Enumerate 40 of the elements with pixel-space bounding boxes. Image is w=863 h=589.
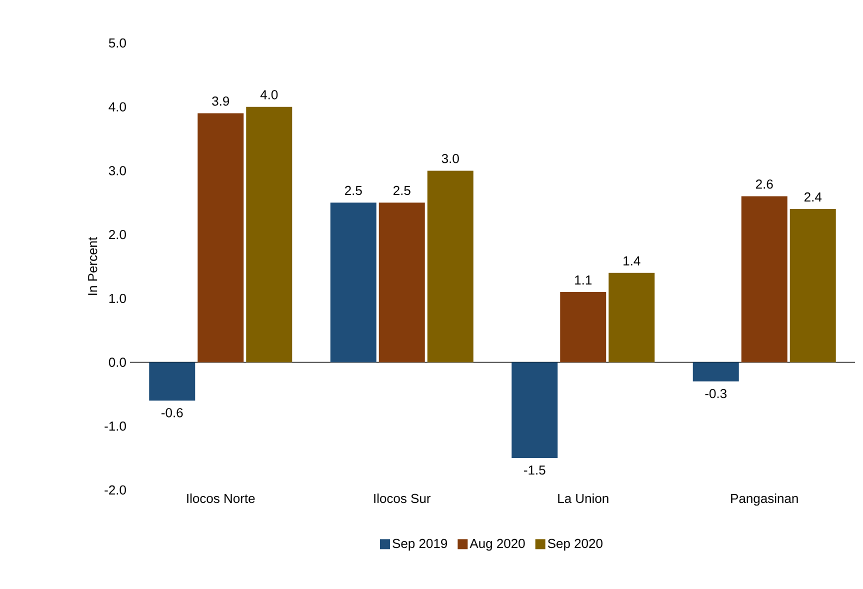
y-tick-label: 4.0 [108, 102, 126, 112]
data-label: -0.6 [162, 408, 183, 418]
data-label: -1.5 [524, 466, 546, 475]
bar [692, 362, 739, 382]
y-tick-label: -2.0 [104, 485, 126, 495]
data-label: 4.0 [260, 90, 278, 100]
bar [608, 272, 655, 362]
bar [427, 170, 474, 362]
data-label: 3.9 [212, 96, 230, 106]
bar [560, 292, 606, 362]
y-tick-label: 1.0 [109, 294, 126, 304]
bar [198, 113, 244, 362]
data-label: 2.4 [804, 192, 822, 202]
bar [246, 106, 292, 362]
y-tick-label: 3.0 [108, 166, 126, 176]
bar [149, 362, 196, 401]
legend-label: Sep 2020 [548, 538, 602, 551]
data-label: -0.3 [705, 388, 727, 398]
data-label: 3.0 [442, 154, 459, 164]
bar [741, 196, 788, 362]
x-tick-label: Ilocos Sur [374, 494, 431, 504]
y-tick-label: 0.0 [108, 358, 126, 367]
data-label: 2.5 [394, 186, 410, 196]
bar [378, 202, 425, 362]
y-tick-label: 5.0 [108, 38, 126, 48]
data-label: 1.4 [624, 256, 640, 266]
bar [330, 202, 376, 362]
data-label: 2.5 [345, 186, 362, 196]
data-label: 2.6 [756, 180, 773, 189]
y-tick-label: 2.0 [109, 230, 126, 240]
x-tick-label: La Union [558, 494, 608, 504]
y-axis-title: In Percent [88, 236, 98, 295]
data-label: 1.1 [575, 276, 592, 284]
legend-label: Sep 2019 [392, 538, 448, 551]
y-tick-label: -1.0 [104, 422, 126, 431]
legend-label: Aug 2020 [470, 538, 525, 551]
bar [790, 209, 836, 362]
bar [512, 362, 558, 458]
x-tick-label: Pangasinan [731, 494, 798, 506]
x-tick-label: Ilocos Norte [187, 494, 255, 504]
